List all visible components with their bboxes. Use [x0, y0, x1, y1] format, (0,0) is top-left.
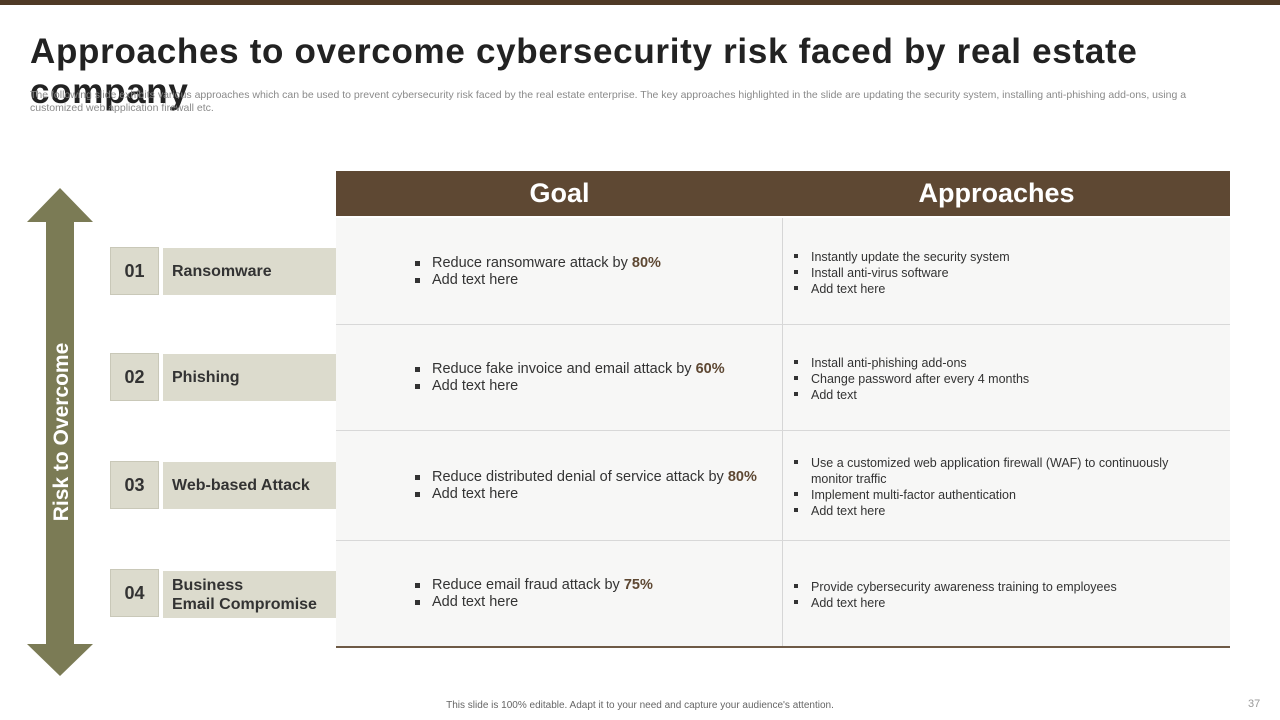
goal-list-3: Reduce distributed denial of service att…: [414, 469, 774, 503]
slide-subtitle: The following slide exhibits various app…: [30, 89, 1187, 114]
risk-number-02: 02: [110, 353, 159, 401]
goal-item: Add text here: [414, 272, 774, 289]
risk-label-phishing: Phishing: [163, 354, 336, 401]
header-approaches: Approaches: [918, 178, 1075, 208]
arrow-label: Risk to Overcome: [50, 342, 73, 522]
approach-item: Instantly update the security system: [793, 249, 1213, 265]
header-goal: Goal: [529, 178, 590, 208]
goal-percentage: 80%: [631, 255, 661, 271]
goal-item: Reduce ransomware attack by 80%: [414, 255, 774, 272]
approach-item: Change password after every 4 months: [793, 371, 1213, 387]
column-divider: [782, 218, 783, 647]
slide-footer: This slide is 100% editable. Adapt it to…: [446, 700, 834, 711]
goal-text: Reduce distributed denial of service att…: [432, 469, 728, 485]
goal-text: Reduce email fraud attack by: [432, 577, 624, 593]
slide-title: Approaches to overcome cybersecurity ris…: [30, 32, 1138, 111]
goal-item: Add text here: [414, 594, 774, 611]
goal-percentage: 75%: [623, 577, 653, 593]
risk-number-04: 04: [110, 569, 159, 617]
table-header: Goal Approaches: [336, 171, 1230, 216]
goal-text: Reduce fake invoice and email attack by: [432, 361, 696, 377]
approach-item: Provide cybersecurity awareness training…: [793, 579, 1213, 595]
goal-item: Reduce fake invoice and email attack by …: [414, 361, 774, 378]
goal-list-4: Reduce email fraud attack by 75% Add tex…: [414, 577, 774, 611]
goal-text: Reduce ransomware attack by: [432, 255, 632, 271]
risk-label-bec: Business Email Compromise: [163, 571, 336, 618]
approach-item: Add text: [793, 387, 1213, 403]
page-number: 37: [1248, 698, 1261, 710]
top-accent-bar: [0, 0, 1280, 5]
risk-label-ransomware: Ransomware: [163, 248, 336, 295]
risk-label-bec-line1: Business: [172, 576, 244, 594]
goal-list-1: Reduce ransomware attack by 80% Add text…: [414, 255, 774, 289]
approach-item: Add text here: [793, 503, 1203, 519]
row-divider: [336, 430, 1230, 431]
goal-item: Reduce email fraud attack by 75%: [414, 577, 774, 594]
goal-percentage: 60%: [695, 361, 725, 377]
row-divider: [336, 540, 1230, 541]
approach-item: Install anti-virus software: [793, 265, 1213, 281]
approach-item: Install anti-phishing add-ons: [793, 355, 1213, 371]
risk-label-web-based-attack: Web-based Attack: [163, 462, 336, 509]
approach-list-4: Provide cybersecurity awareness training…: [793, 579, 1213, 611]
approach-item: Add text here: [793, 595, 1213, 611]
goal-item: Add text here: [414, 486, 774, 503]
approach-item: Use a customized web application firewal…: [793, 455, 1203, 487]
approach-item: Implement multi-factor authentication: [793, 487, 1203, 503]
approach-list-3: Use a customized web application firewal…: [793, 455, 1203, 519]
goal-list-2: Reduce fake invoice and email attack by …: [414, 361, 774, 395]
goal-percentage: 80%: [727, 469, 757, 485]
risk-label-bec-line2: Email Compromise: [172, 595, 317, 613]
row-divider: [336, 324, 1230, 325]
goal-item: Reduce distributed denial of service att…: [414, 469, 774, 486]
risk-number-03: 03: [110, 461, 159, 509]
goal-item: Add text here: [414, 378, 774, 395]
risk-number-01: 01: [110, 247, 159, 295]
table-body: [336, 218, 1230, 647]
approach-item: Add text here: [793, 281, 1213, 297]
double-arrow-icon: [27, 188, 93, 676]
approach-list-1: Instantly update the security system Ins…: [793, 249, 1213, 297]
approach-list-2: Install anti-phishing add-ons Change pas…: [793, 355, 1213, 403]
table-bottom-line: [336, 646, 1230, 648]
